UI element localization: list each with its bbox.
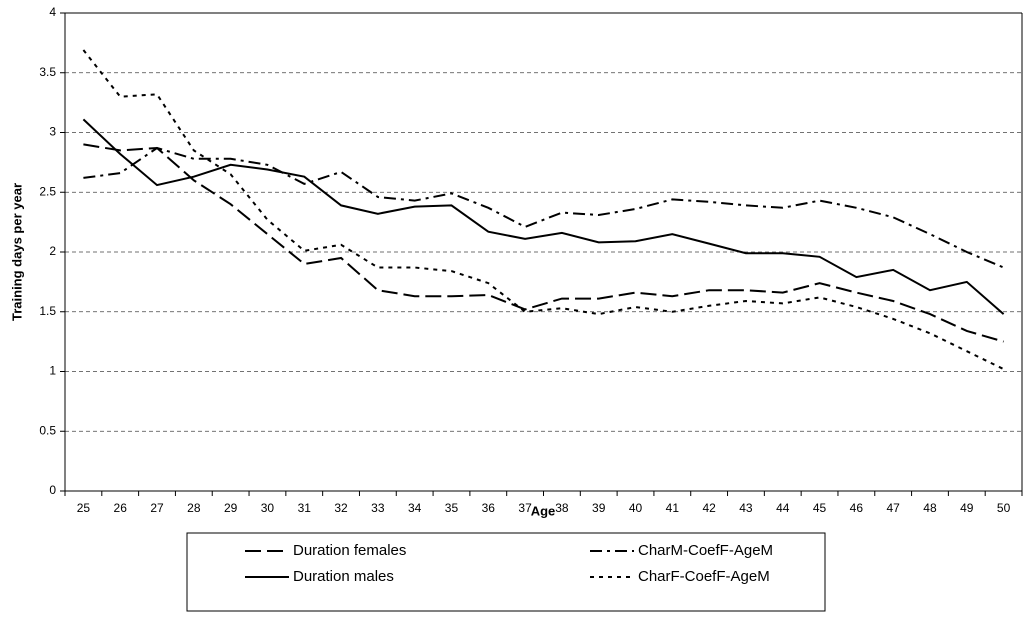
legend-box [186,532,826,612]
x-tick-label: 47 [886,501,900,515]
x-tick-label: 27 [150,501,164,515]
x-tick-label: 37 [518,501,532,515]
y-tick-label: 2.5 [39,184,56,198]
x-tick-label: 30 [261,501,275,515]
y-tick-label: 4 [49,5,56,19]
legend-label: CharM-CoefF-AgeM [638,542,773,559]
x-tick-label: 34 [408,501,422,515]
x-tick-label: 46 [850,501,864,515]
series-line [82,118,1005,315]
y-tick-label: 1 [49,364,56,378]
x-tick-label: 49 [960,501,974,515]
x-tick-label: 36 [482,501,496,515]
x-tick-label: 39 [592,501,606,515]
x-tick-label: 31 [298,501,312,515]
y-tick-label: 1.5 [39,304,56,318]
x-tick-label: 32 [334,501,348,515]
y-tick-label: 0.5 [39,423,56,437]
x-tick-label: 28 [187,501,201,515]
y-axis-title: Training days per year [9,183,24,321]
x-tick-label: 40 [629,501,643,515]
y-tick-label: 2 [49,244,56,258]
series-line [83,146,1004,269]
x-tick-label: 45 [813,501,827,515]
y-tick-label: 0 [49,483,56,497]
x-tick-label: 43 [739,501,753,515]
y-tick-label: 3.5 [39,65,56,79]
legend-label: Duration males [293,568,394,585]
x-tick-label: 35 [445,501,459,515]
y-tick-label: 3 [49,125,56,139]
x-axis-title: Age [531,503,556,518]
x-tick-label: 25 [77,501,91,515]
legend-label: CharF-CoefF-AgeM [638,568,770,585]
legend-label: Duration females [293,542,406,559]
x-tick-label: 41 [666,501,680,515]
x-tick-label: 44 [776,501,790,515]
x-tick-label: 29 [224,501,238,515]
x-tick-label: 48 [923,501,937,515]
series-line [82,49,1005,370]
x-tick-label: 50 [997,501,1011,515]
series-line [83,143,1004,343]
x-tick-label: 38 [555,501,569,515]
x-tick-label: 42 [702,501,716,515]
x-tick-label: 33 [371,501,385,515]
x-tick-label: 26 [114,501,128,515]
